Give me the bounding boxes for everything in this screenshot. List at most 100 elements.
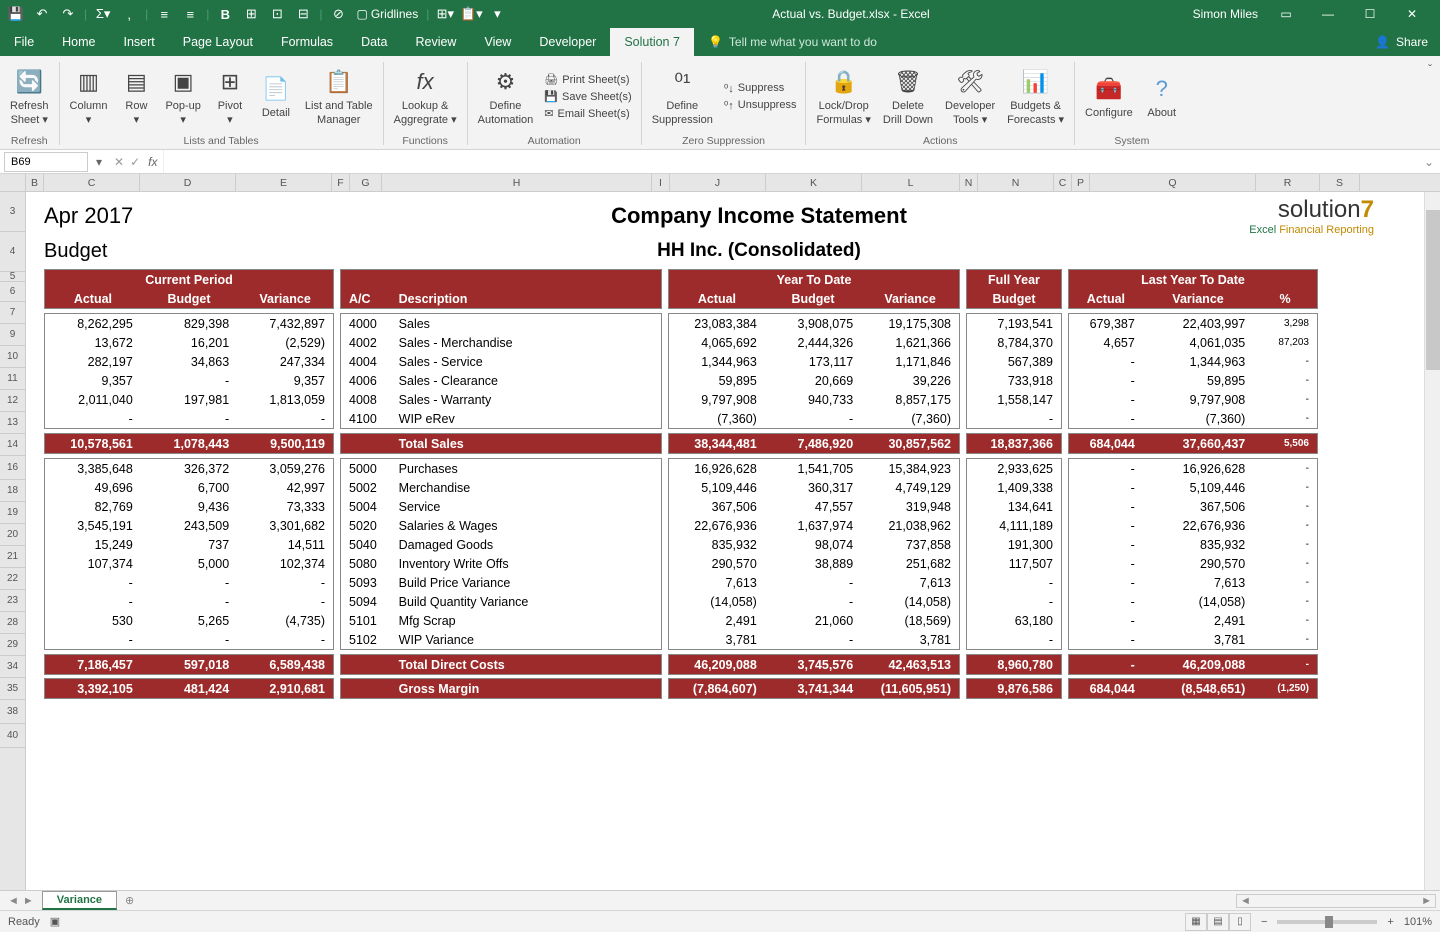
row-header[interactable]: 3 — [0, 192, 25, 232]
col-header[interactable]: R — [1256, 174, 1320, 191]
fx-icon[interactable]: fx — [148, 155, 163, 169]
email-sheets-button[interactable]: ✉ Email Sheet(s) — [541, 106, 634, 121]
row-header[interactable]: 11 — [0, 368, 25, 390]
name-box[interactable]: B69 — [4, 152, 88, 172]
close-icon[interactable]: ✕ — [1392, 0, 1432, 28]
merge-icon[interactable]: ⊞▾ — [433, 3, 457, 25]
border2-icon[interactable]: ⊡ — [265, 3, 289, 25]
col-header[interactable]: C — [1054, 174, 1072, 191]
collapse-ribbon-icon[interactable]: ˇ — [1420, 58, 1440, 149]
macro-record-icon[interactable]: ▣ — [50, 915, 60, 928]
list-table-manager-button[interactable]: 📋List and Table Manager — [301, 64, 377, 128]
save-sheets-button[interactable]: 💾 Save Sheet(s) — [541, 89, 634, 104]
row-header[interactable]: 40 — [0, 724, 25, 748]
clear-icon[interactable]: ⊘ — [327, 3, 351, 25]
tell-me[interactable]: 💡 Tell me what you want to do — [694, 28, 877, 56]
define-suppression-button[interactable]: ⁰¹Define Suppression — [648, 64, 717, 128]
col-header[interactable]: B — [26, 174, 44, 191]
row-header[interactable]: 34 — [0, 656, 25, 678]
formula-input[interactable] — [163, 150, 1417, 173]
col-header[interactable]: H — [382, 174, 652, 191]
lock-drop-formulas-button[interactable]: 🔒Lock/Drop Formulas ▾ — [812, 64, 874, 128]
col-header[interactable]: D — [140, 174, 236, 191]
bold-icon[interactable]: B — [213, 3, 237, 25]
gridlines-toggle[interactable]: ▢ Gridlines — [353, 7, 423, 21]
row-header[interactable]: 23 — [0, 590, 25, 612]
row-header[interactable]: 5 — [0, 272, 25, 282]
refresh-sheet-button[interactable]: 🔄Refresh Sheet ▾ — [6, 64, 53, 128]
menu-file[interactable]: File — [0, 28, 48, 56]
cancel-formula-icon[interactable]: ✕ — [114, 155, 124, 169]
save-icon[interactable]: 💾 — [4, 3, 28, 25]
row-header[interactable]: 18 — [0, 480, 25, 502]
menu-insert[interactable]: Insert — [110, 28, 169, 56]
expand-formula-icon[interactable]: ⌄ — [1418, 155, 1440, 169]
row-header[interactable]: 21 — [0, 546, 25, 568]
menu-view[interactable]: View — [470, 28, 525, 56]
align-left-icon[interactable]: ≡ — [152, 3, 176, 25]
col-header[interactable]: C — [44, 174, 140, 191]
detail-button[interactable]: 📄Detail — [255, 71, 297, 122]
border-icon[interactable]: ⊞ — [239, 3, 263, 25]
horizontal-scrollbar[interactable]: ◄► — [1236, 894, 1436, 908]
row-header[interactable]: 19 — [0, 502, 25, 524]
sheet-tab-variance[interactable]: Variance — [42, 891, 117, 910]
col-header[interactable]: J — [670, 174, 766, 191]
row-header[interactable]: 13 — [0, 412, 25, 434]
print-sheets-button[interactable]: 🖨 Print Sheet(s) — [541, 72, 634, 87]
zoom-slider[interactable] — [1277, 920, 1377, 924]
define-automation-button[interactable]: ⚙Define Automation — [474, 64, 538, 128]
column-button[interactable]: ▥Column ▾ — [66, 64, 112, 128]
row-button[interactable]: ▤Row ▾ — [115, 64, 157, 128]
row-header[interactable]: 35 — [0, 678, 25, 700]
popup-button[interactable]: ▣Pop-up ▾ — [161, 64, 204, 128]
minimize-icon[interactable]: — — [1308, 0, 1348, 28]
col-header[interactable]: Q — [1090, 174, 1256, 191]
col-header[interactable]: E — [236, 174, 332, 191]
add-sheet-icon[interactable]: ⊕ — [117, 894, 142, 907]
budgets-forecasts-button[interactable]: 📊Budgets & Forecasts ▾ — [1003, 64, 1068, 128]
vertical-scrollbar[interactable] — [1424, 192, 1440, 890]
menu-data[interactable]: Data — [347, 28, 401, 56]
menu-home[interactable]: Home — [48, 28, 109, 56]
col-header[interactable]: S — [1320, 174, 1360, 191]
col-header[interactable]: N — [960, 174, 978, 191]
comma-icon[interactable]: , — [117, 3, 141, 25]
unsuppress-button[interactable]: ⁰↑ Unsuppress — [721, 98, 800, 113]
col-header[interactable]: L — [862, 174, 960, 191]
col-header[interactable]: N — [978, 174, 1054, 191]
redo-icon[interactable]: ↷ — [56, 3, 80, 25]
maximize-icon[interactable]: ☐ — [1350, 0, 1390, 28]
menu-page-layout[interactable]: Page Layout — [169, 28, 267, 56]
row-header[interactable]: 6 — [0, 282, 25, 302]
menu-developer[interactable]: Developer — [525, 28, 610, 56]
lookup-aggregate-button[interactable]: fxLookup & Aggregrate ▾ — [390, 64, 461, 128]
border3-icon[interactable]: ⊟ — [291, 3, 315, 25]
col-header[interactable]: F — [332, 174, 350, 191]
undo-icon[interactable]: ↶ — [30, 3, 54, 25]
row-header[interactable]: 9 — [0, 324, 25, 346]
row-header[interactable]: 28 — [0, 612, 25, 634]
row-header[interactable]: 10 — [0, 346, 25, 368]
ribbon-options-icon[interactable]: ▭ — [1266, 0, 1306, 28]
row-header[interactable]: 38 — [0, 700, 25, 724]
zoom-level[interactable]: 101% — [1404, 916, 1432, 928]
about-button[interactable]: ?About — [1141, 71, 1183, 122]
developer-tools-button[interactable]: 🛠Developer Tools ▾ — [941, 64, 999, 128]
delete-drilldown-button[interactable]: 🗑Delete Drill Down — [879, 64, 937, 128]
normal-view-icon[interactable]: ▦ — [1185, 913, 1207, 931]
zoom-in-icon[interactable]: + — [1387, 916, 1393, 928]
enter-formula-icon[interactable]: ✓ — [130, 155, 140, 169]
tab-nav-next-icon[interactable]: ► — [23, 895, 34, 907]
share-button[interactable]: 👤 Share — [1363, 28, 1440, 56]
row-header[interactable]: 14 — [0, 434, 25, 456]
col-header[interactable]: P — [1072, 174, 1090, 191]
suppress-button[interactable]: ⁰↓ Suppress — [721, 81, 800, 96]
col-header[interactable]: G — [350, 174, 382, 191]
menu-review[interactable]: Review — [401, 28, 470, 56]
col-header[interactable]: I — [652, 174, 670, 191]
align-center-icon[interactable]: ≡ — [178, 3, 202, 25]
tab-nav-prev-icon[interactable]: ◄ — [8, 895, 19, 907]
menu-formulas[interactable]: Formulas — [267, 28, 347, 56]
row-header[interactable]: 7 — [0, 302, 25, 324]
